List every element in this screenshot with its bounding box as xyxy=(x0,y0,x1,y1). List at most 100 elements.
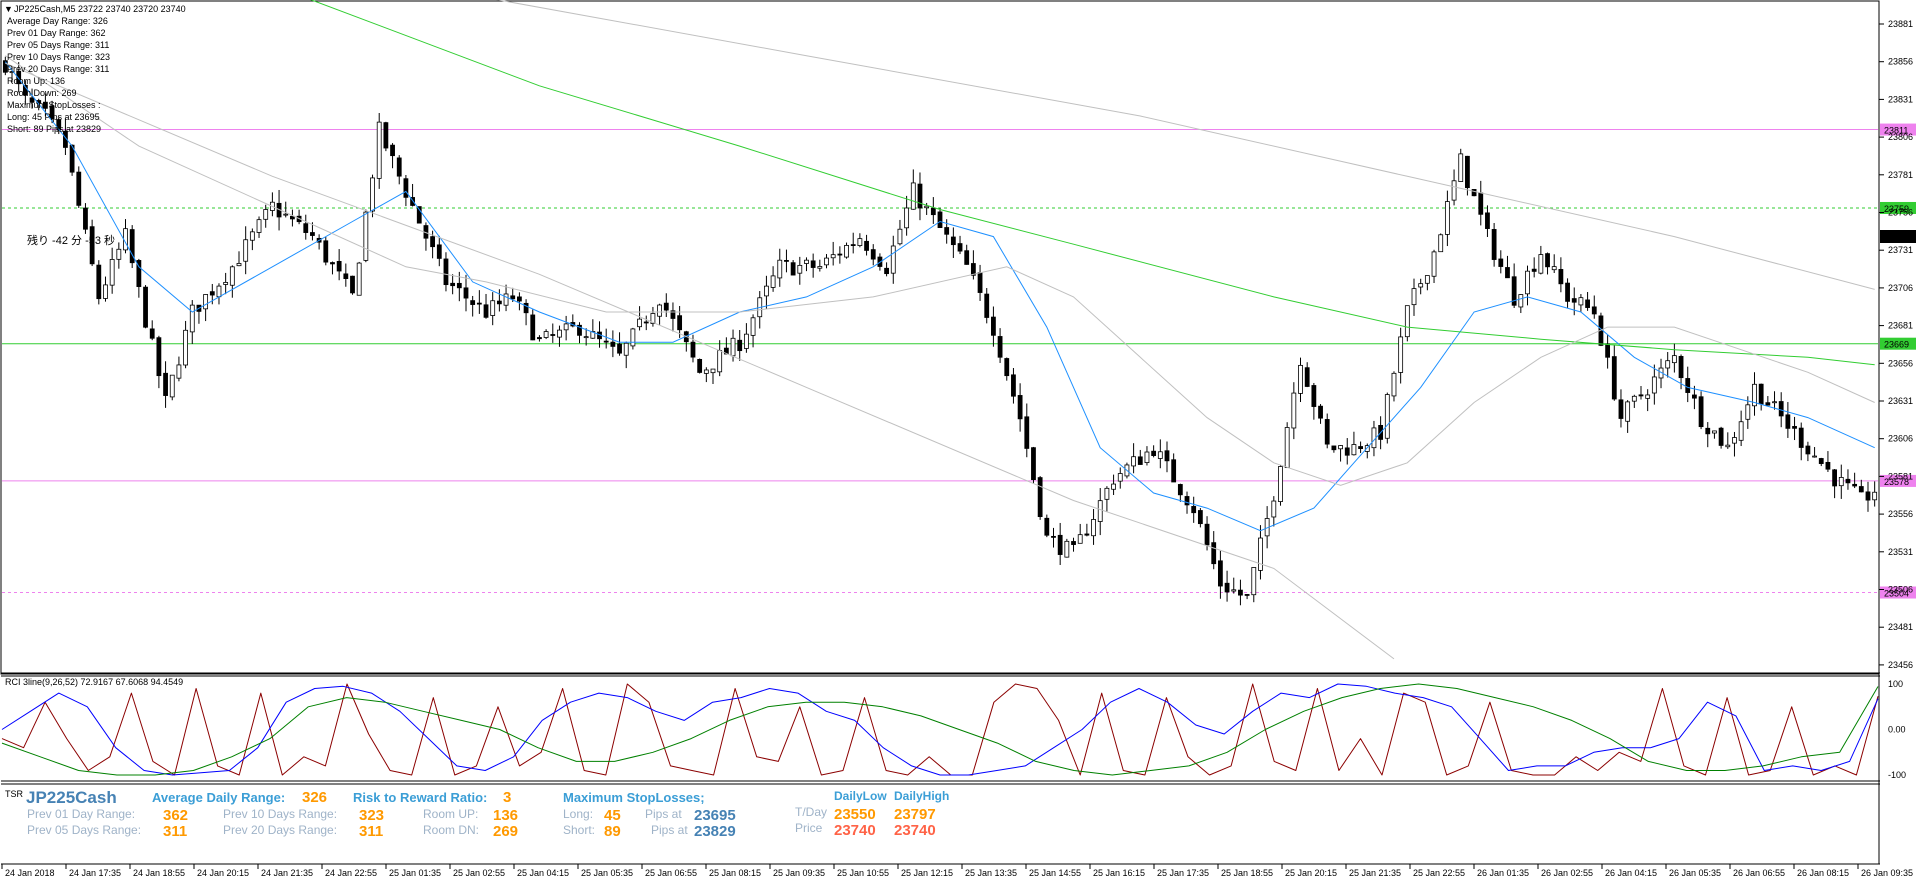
level-label-23578: 23578 xyxy=(1884,477,1909,487)
candle-body xyxy=(243,239,249,262)
candle-body xyxy=(236,263,242,267)
candle-body xyxy=(764,285,769,297)
candle-body xyxy=(1438,234,1444,253)
candle-body xyxy=(1351,444,1357,456)
candle-body xyxy=(310,232,315,236)
candle-body xyxy=(1157,451,1163,459)
rci-line-26 xyxy=(1,683,1879,776)
rci-line-52 xyxy=(1,683,1879,776)
candle-body xyxy=(1104,487,1110,500)
candle-body xyxy=(630,328,636,347)
candle-body xyxy=(476,302,482,305)
candle-body xyxy=(403,178,409,198)
candle-body xyxy=(1364,445,1370,452)
candle-body xyxy=(1037,477,1043,518)
candle-body xyxy=(1344,447,1350,456)
candle-body xyxy=(1451,180,1457,201)
candle-body xyxy=(1511,276,1517,306)
candle-body xyxy=(96,264,102,300)
candle-body xyxy=(657,304,663,317)
candle-body xyxy=(370,177,375,212)
candle-body xyxy=(209,291,215,296)
candle-body xyxy=(884,267,889,275)
candle-body xyxy=(1311,385,1317,407)
candle-body xyxy=(49,105,55,119)
info-line-1: Average Day Range: 326 xyxy=(7,16,108,26)
x-tick-label: 25 Jan 08:15 xyxy=(709,868,761,878)
candle-body xyxy=(1431,251,1437,277)
y-tick-label: 23506 xyxy=(1888,585,1913,595)
price-high: 23740 xyxy=(894,822,936,839)
candle-body xyxy=(1171,459,1177,483)
y-tick-label: 23781 xyxy=(1888,170,1913,180)
x-tick-label: 26 Jan 05:35 xyxy=(1669,868,1721,878)
level-tag-23669 xyxy=(1880,337,1916,350)
candle-body xyxy=(1318,405,1323,419)
candle-body xyxy=(1111,483,1116,490)
price-panel-frame xyxy=(0,0,1880,675)
candle-body xyxy=(1338,445,1343,450)
candle-body xyxy=(1031,447,1036,481)
candle-body xyxy=(1758,383,1764,405)
candle-body xyxy=(436,244,442,259)
daily-low-label: DailyLow xyxy=(834,789,887,803)
y-tick-label: 23731 xyxy=(1888,245,1913,255)
candle-body xyxy=(557,329,562,338)
symbol-info: ▼ JP225Cash,M5 23722 23740 23720 23740 A… xyxy=(4,4,186,247)
candle-body xyxy=(1712,430,1717,434)
candle-body xyxy=(1465,155,1470,189)
candle-body xyxy=(69,144,75,173)
daily-high-label: DailyHigh xyxy=(894,789,949,803)
candle-body xyxy=(443,258,449,286)
tday-label: T/Day xyxy=(795,805,827,819)
avg-range-value: 326 xyxy=(302,789,327,806)
level-tag-23811 xyxy=(1880,123,1916,136)
candle-body xyxy=(376,121,382,179)
candle-body xyxy=(543,331,549,338)
candle-body xyxy=(703,369,709,374)
candle-body xyxy=(216,285,222,298)
x-tick-label: 24 Jan 20:15 xyxy=(197,868,249,878)
candle-body xyxy=(203,294,209,310)
info-line-4: Prev 10 Days Range: 323 xyxy=(7,52,110,62)
candle-body xyxy=(1858,486,1864,493)
candle-body xyxy=(1812,455,1817,458)
candle-body xyxy=(29,97,35,103)
price-row-label: Price xyxy=(795,821,823,835)
x-tick-label: 25 Jan 05:35 xyxy=(581,868,633,878)
rci-y-tick-label: -100 xyxy=(1888,770,1906,780)
candle-body xyxy=(1398,336,1404,373)
candle-body xyxy=(229,266,235,286)
candle-body xyxy=(1665,360,1671,369)
rr-value: 3 xyxy=(503,789,511,806)
y-tick-label: 23656 xyxy=(1888,358,1913,368)
roomup-value: 136 xyxy=(493,807,518,824)
candle-body xyxy=(1131,456,1137,467)
x-tick-label: 25 Jan 22:55 xyxy=(1413,868,1465,878)
moving-average-gray-4 xyxy=(5,62,1395,660)
candle-body xyxy=(910,182,916,210)
candle-body xyxy=(804,259,809,264)
candle-body xyxy=(1651,376,1657,394)
candle-body xyxy=(743,333,749,349)
candle-body xyxy=(1631,395,1637,402)
candle-body xyxy=(1571,298,1577,303)
candle-body xyxy=(590,331,596,339)
info-line-10: Short: 89 Pips at 23829 xyxy=(7,124,101,134)
candle-body xyxy=(864,240,869,251)
candle-body xyxy=(1191,506,1197,514)
candle-body xyxy=(563,323,569,331)
candle-body xyxy=(1718,427,1724,446)
rci-label: RCI 3line(9,26,52) 72.9167 67.6068 94.45… xyxy=(5,677,183,687)
candle-body xyxy=(550,334,556,336)
candle-body xyxy=(770,275,776,288)
candle-body xyxy=(1725,444,1731,448)
candle-body xyxy=(1358,446,1363,450)
candle-body xyxy=(1077,534,1083,544)
candle-body xyxy=(383,122,389,149)
tsr-panel: TSR JP225Cash Average Daily Range: 326 R… xyxy=(5,788,949,840)
collapse-triangle-icon[interactable]: ▼ xyxy=(4,4,13,14)
candle-body xyxy=(1217,560,1223,587)
